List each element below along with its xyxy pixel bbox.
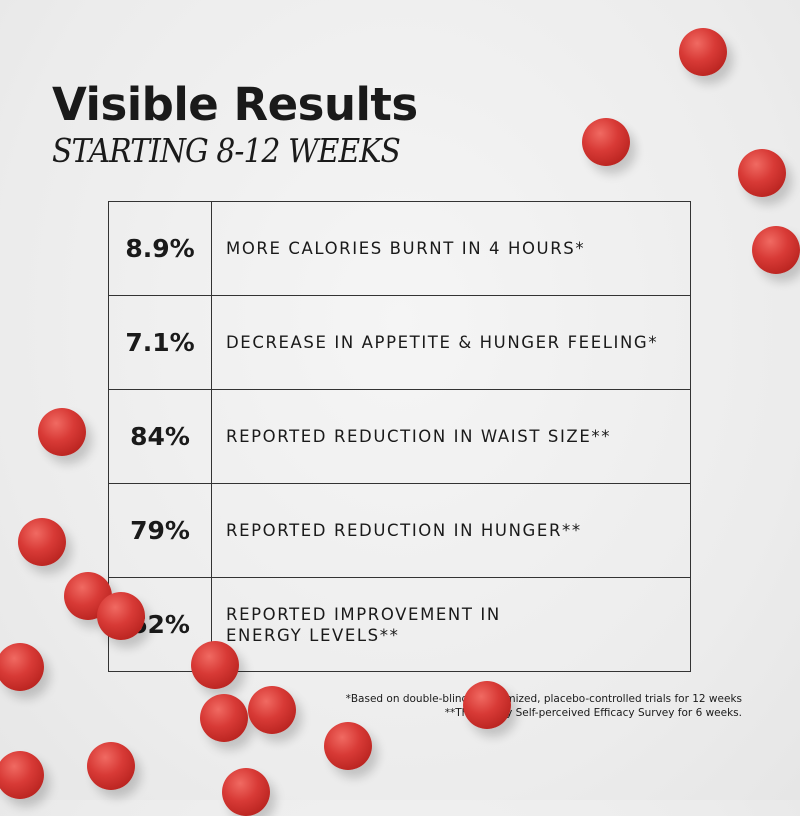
footnote: *Based on double-blind, randomized, plac… xyxy=(345,693,742,705)
page-title: Visible Results xyxy=(52,78,418,131)
red-ball-image xyxy=(752,226,800,274)
result-value: 79% xyxy=(109,484,212,577)
red-ball-image xyxy=(18,518,66,566)
red-ball-image xyxy=(582,118,630,166)
page-subtitle: STARTING 8-12 WEEKS xyxy=(52,131,401,170)
result-value: 7.1% xyxy=(109,296,212,389)
red-ball-image xyxy=(324,722,372,770)
result-label: DECREASE IN APPETITE & HUNGER FEELING* xyxy=(226,333,659,352)
red-ball-image xyxy=(0,643,44,691)
result-label: REPORTED REDUCTION IN HUNGER** xyxy=(226,521,582,540)
red-ball-image xyxy=(97,592,145,640)
red-ball-image xyxy=(463,681,511,729)
results-table: 8.9% MORE CALORIES BURNT IN 4 HOURS* 7.1%… xyxy=(108,201,691,672)
red-ball-image xyxy=(679,28,727,76)
result-label: REPORTED REDUCTION IN WAIST SIZE** xyxy=(226,427,612,446)
table-row: 84% REPORTED REDUCTION IN WAIST SIZE** xyxy=(109,390,690,484)
red-ball-image xyxy=(248,686,296,734)
red-ball-image xyxy=(0,751,44,799)
red-ball-image xyxy=(222,768,270,816)
footnotes: *Based on double-blind, randomized, plac… xyxy=(346,692,742,720)
result-value: 8.9% xyxy=(109,202,212,295)
table-row: 8.9% MORE CALORIES BURNT IN 4 HOURS* xyxy=(109,202,690,296)
result-label: MORE CALORIES BURNT IN 4 HOURS* xyxy=(226,239,586,258)
red-ball-image xyxy=(38,408,86,456)
result-label: REPORTED IMPROVEMENT IN ENERGY LEVELS** xyxy=(226,604,501,645)
table-row: 79% REPORTED REDUCTION IN HUNGER** xyxy=(109,484,690,578)
table-row: 62% REPORTED IMPROVEMENT IN ENERGY LEVELS… xyxy=(109,578,690,671)
footnote: **Third Party Self-perceived Efficacy Su… xyxy=(444,707,742,719)
result-value: 84% xyxy=(109,390,212,483)
red-ball-image xyxy=(87,742,135,790)
red-ball-image xyxy=(738,149,786,197)
red-ball-image xyxy=(191,641,239,689)
table-row: 7.1% DECREASE IN APPETITE & HUNGER FEELIN… xyxy=(109,296,690,390)
red-ball-image xyxy=(200,694,248,742)
